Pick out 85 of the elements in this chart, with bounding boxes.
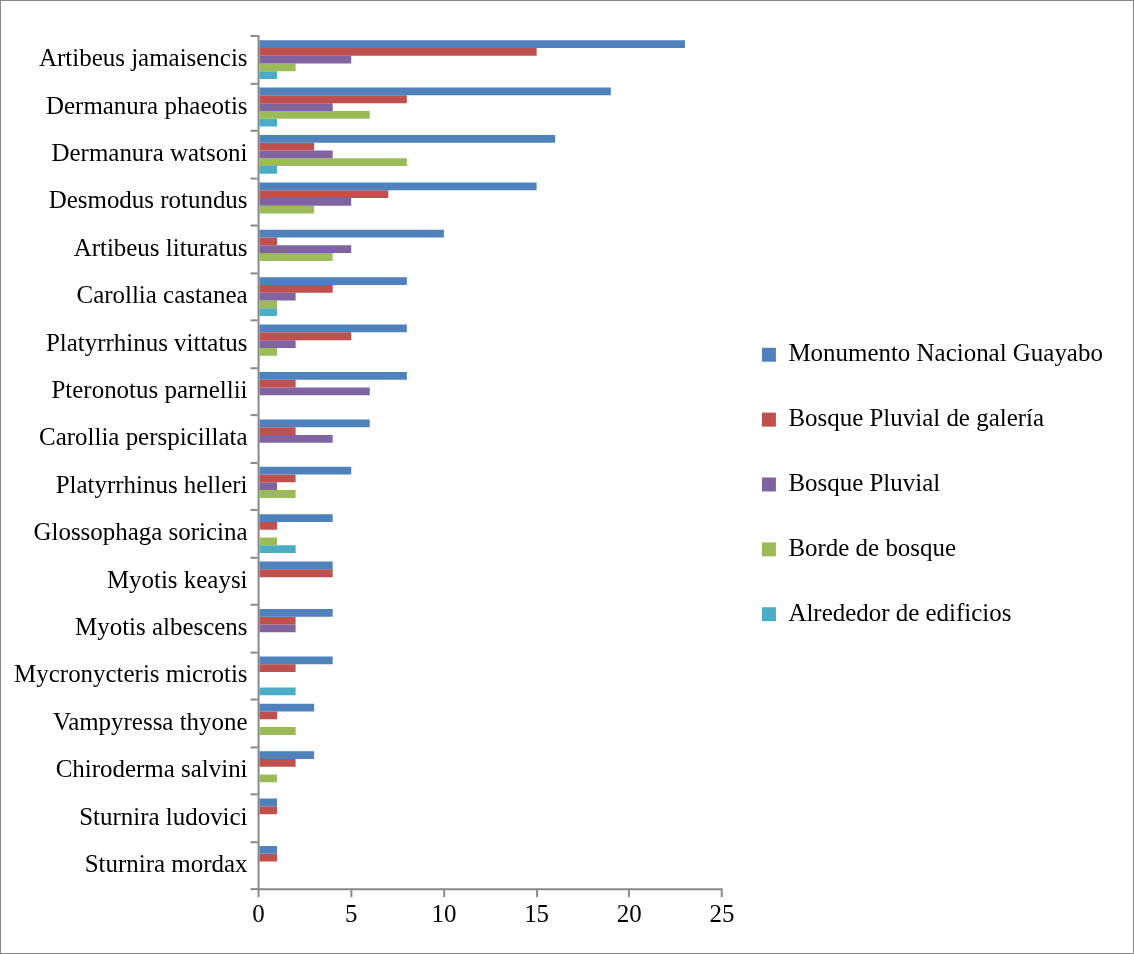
y-tick-label: Desmodus rotundus — [48, 186, 248, 214]
bar — [259, 182, 537, 191]
bar — [259, 95, 407, 104]
bar — [259, 569, 333, 578]
bar — [259, 332, 352, 341]
y-tick-label: Myotis albescens — [75, 612, 248, 640]
legend-label: Bosque Pluvial de galería — [788, 404, 1045, 432]
legend-label: Bosque Pluvial — [788, 469, 941, 497]
bar — [259, 490, 296, 498]
bar — [259, 63, 296, 72]
y-tick-label: Pteronotus parnellii — [51, 375, 248, 403]
bar — [259, 609, 333, 617]
x-tick-label: 10 — [431, 899, 457, 927]
bar — [259, 545, 296, 554]
bar — [259, 324, 407, 333]
bar — [259, 751, 315, 759]
x-tick-label: 0 — [252, 899, 265, 927]
bar — [259, 687, 296, 696]
y-tick-label: Chiroderma salvini — [55, 755, 248, 783]
bar — [259, 427, 296, 435]
y-tick-label: Carollia castanea — [76, 281, 248, 309]
bar — [259, 158, 407, 167]
y-tick-label: Vampyressa thyone — [52, 707, 248, 735]
x-tick-label: 5 — [344, 899, 358, 927]
bar — [259, 656, 333, 665]
bar — [259, 142, 315, 151]
x-tick-label: 25 — [709, 899, 735, 927]
bar — [259, 703, 315, 712]
bar — [259, 521, 278, 530]
legend-label: Alrededor de edificios — [788, 598, 1012, 626]
bar — [259, 190, 389, 198]
legend-label: Monumento Nacional Guayabo — [788, 339, 1103, 367]
bar — [259, 379, 296, 388]
bar — [259, 340, 296, 348]
bar — [259, 284, 333, 293]
bar — [259, 434, 333, 443]
bar — [259, 134, 556, 143]
y-tick-label: Artibeus lituratus — [73, 233, 248, 261]
bar — [259, 372, 407, 380]
y-tick-label: Dermanura phaeotis — [46, 91, 248, 119]
bar — [259, 514, 333, 522]
x-tick-label: 15 — [524, 899, 550, 927]
bar — [259, 197, 352, 206]
bar — [259, 474, 296, 483]
y-tick-label: Dermanura watsoni — [51, 138, 248, 166]
bar — [259, 387, 370, 396]
bar — [259, 277, 407, 285]
bar — [259, 110, 370, 119]
bar — [259, 664, 296, 672]
bar — [259, 55, 352, 64]
bar — [259, 727, 296, 735]
bar — [259, 47, 537, 56]
bar — [259, 616, 296, 625]
y-tick-label: Carollia perspicillata — [39, 423, 248, 451]
y-tick-label: Myotis keaysi — [106, 565, 248, 593]
bar — [259, 71, 278, 80]
bar — [259, 846, 278, 854]
legend-label: Borde de bosque — [788, 533, 957, 561]
bar — [259, 87, 611, 96]
bar — [259, 166, 278, 174]
y-tick-label: Platyrrhinus vittatus — [45, 328, 248, 356]
y-tick-label: Mycronycteris microtis — [14, 660, 248, 688]
bar — [259, 103, 333, 111]
bar — [259, 150, 333, 159]
bar — [259, 347, 278, 356]
y-tick-label: Sturnira mordax — [84, 849, 249, 877]
y-tick-label: Glossophaga soricina — [33, 518, 248, 546]
bar — [259, 292, 296, 301]
bar — [259, 466, 352, 475]
bar — [259, 245, 352, 254]
y-tick-label: Sturnira ludovici — [79, 802, 248, 830]
bar — [259, 758, 296, 767]
bar — [259, 561, 333, 570]
x-tick-label: 20 — [616, 899, 642, 927]
y-tick-label: Artibeus jamaisencis — [39, 44, 248, 72]
bar — [259, 40, 685, 48]
bar — [259, 624, 296, 633]
bar — [259, 853, 278, 862]
y-tick-label: Platyrrhinus helleri — [55, 470, 248, 498]
bar — [259, 308, 278, 317]
bar — [259, 482, 278, 491]
bar — [259, 253, 333, 261]
bar — [259, 806, 278, 815]
bar — [259, 419, 370, 428]
bar — [259, 229, 444, 238]
